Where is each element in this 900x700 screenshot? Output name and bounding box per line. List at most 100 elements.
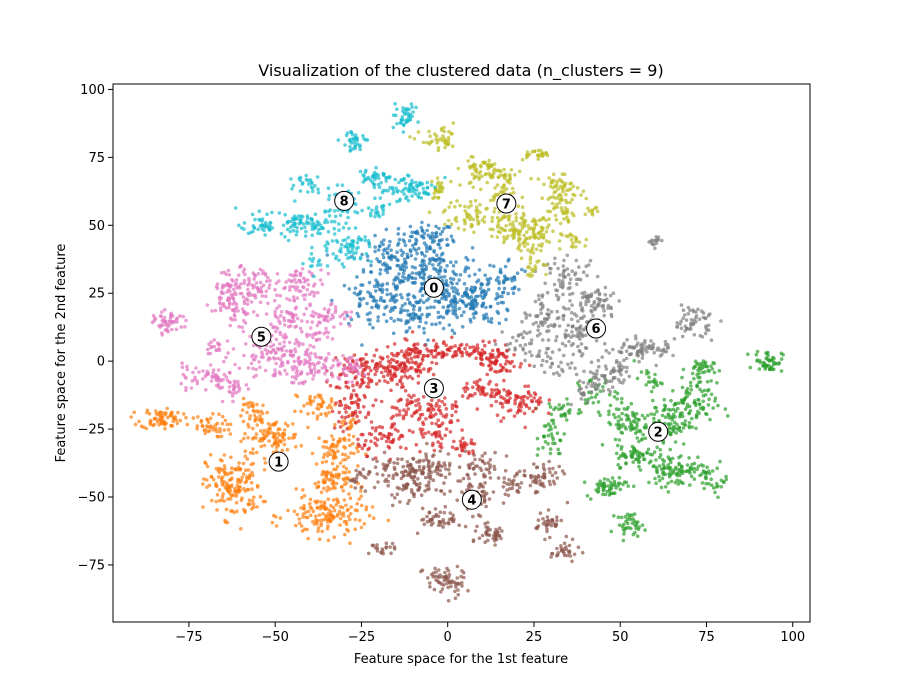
cluster-4-point: [466, 463, 471, 468]
cluster-1-point: [274, 445, 279, 450]
cluster-0-point: [425, 249, 429, 253]
cluster-4-point: [466, 588, 470, 593]
cluster-0-point: [464, 303, 468, 308]
cluster-2-point: [667, 457, 672, 461]
cluster-5-point: [343, 310, 347, 315]
cluster-5-point: [293, 285, 297, 290]
cluster-3-point: [369, 420, 374, 424]
cluster-4-point: [387, 474, 391, 478]
cluster-0-point: [453, 296, 457, 301]
cluster-3-point: [489, 394, 494, 399]
cluster-1-point: [220, 459, 224, 463]
cluster-2-point: [681, 426, 686, 430]
cluster-6-point: [565, 267, 570, 271]
cluster-2-point: [617, 407, 621, 412]
cluster-1-point: [209, 474, 214, 479]
cluster-1-point: [348, 517, 352, 522]
cluster-7-point: [483, 172, 488, 177]
cluster-6-point: [543, 281, 547, 286]
cluster-1-point: [270, 520, 275, 525]
cluster-0-point: [402, 257, 407, 262]
cluster-4-point: [485, 520, 490, 525]
cluster-5-point: [340, 312, 345, 317]
cluster-1-point: [299, 524, 304, 528]
cluster-7-point: [542, 182, 546, 187]
cluster-5-point: [241, 329, 246, 334]
cluster-4-point: [517, 485, 522, 490]
cluster-1-point: [346, 514, 351, 519]
cluster-3-point: [474, 356, 478, 361]
cluster-1-point: [255, 409, 259, 413]
cluster-2-point: [622, 522, 626, 527]
cluster-3-point: [495, 413, 500, 418]
cluster-0-point: [378, 298, 383, 303]
cluster-6-point: [546, 354, 550, 359]
cluster-3-point: [374, 369, 379, 373]
cluster-4-point: [500, 529, 504, 533]
cluster-3-point: [389, 373, 394, 378]
cluster-0-point: [385, 270, 390, 275]
cluster-3-point: [369, 378, 374, 383]
cluster-4-point: [477, 485, 481, 490]
cluster-5-point: [254, 367, 258, 372]
cluster-2-point: [715, 466, 719, 471]
cluster-5-point: [320, 314, 325, 318]
cluster-2-point: [564, 418, 569, 422]
cluster-5-point: [274, 325, 278, 329]
cluster-2-point: [633, 523, 637, 527]
cluster-7-point: [473, 174, 478, 179]
cluster-4-point: [550, 473, 555, 478]
cluster-5-point: [312, 367, 317, 371]
cluster-0-point: [496, 311, 501, 316]
cluster-4-point: [491, 490, 496, 494]
cluster-3-point: [365, 454, 369, 459]
cluster-5-point: [169, 311, 174, 316]
cluster-6-point: [671, 353, 675, 358]
cluster-0-point: [384, 227, 389, 232]
cluster-6-point: [562, 258, 566, 263]
cluster-4-point: [375, 549, 380, 553]
cluster-2-point: [676, 406, 680, 411]
cluster-4-point: [486, 467, 491, 472]
cluster-5-point: [242, 299, 246, 304]
cluster-1-point: [258, 495, 263, 499]
cluster-0-point: [393, 300, 397, 304]
cluster-4-point: [392, 547, 397, 551]
cluster-6-point: [604, 367, 609, 371]
cluster-3-point: [373, 428, 378, 433]
cluster-2-point: [655, 409, 659, 414]
cluster-1-point: [242, 487, 246, 491]
cluster-5-point: [194, 366, 198, 370]
cluster-5-point: [300, 330, 304, 334]
cluster-2-point: [632, 412, 636, 416]
cluster-4-point: [547, 467, 552, 471]
cluster-0-point: [383, 306, 387, 310]
cluster-7-point: [507, 172, 512, 177]
cluster-1-point: [208, 424, 213, 428]
cluster-5-point: [215, 282, 220, 286]
cluster-3-point: [432, 448, 437, 453]
cluster-3-point: [500, 365, 505, 370]
cluster-5-point: [293, 277, 297, 282]
cluster-5-point: [275, 306, 279, 311]
cluster-1-point: [229, 466, 234, 471]
cluster-4-point: [361, 467, 366, 472]
cluster-3-point: [424, 417, 428, 421]
cluster-1-point: [348, 427, 352, 431]
cluster-0-point: [453, 299, 457, 304]
cluster-5-point: [297, 289, 301, 293]
cluster-5-point: [317, 355, 322, 360]
cluster-1-point: [200, 423, 205, 428]
cluster-6-point: [566, 272, 571, 277]
cluster-3-point: [366, 381, 371, 386]
cluster-6-point: [558, 284, 563, 289]
cluster-1-point: [178, 418, 183, 423]
cluster-6-point: [596, 358, 601, 363]
cluster-0-point: [475, 280, 479, 284]
cluster-1-point: [251, 404, 255, 409]
cluster-5-point: [274, 361, 278, 366]
cluster-6-point: [691, 308, 695, 312]
cluster-5-point: [333, 305, 338, 309]
cluster-6-point: [619, 372, 623, 377]
cluster-5-point: [312, 291, 317, 295]
